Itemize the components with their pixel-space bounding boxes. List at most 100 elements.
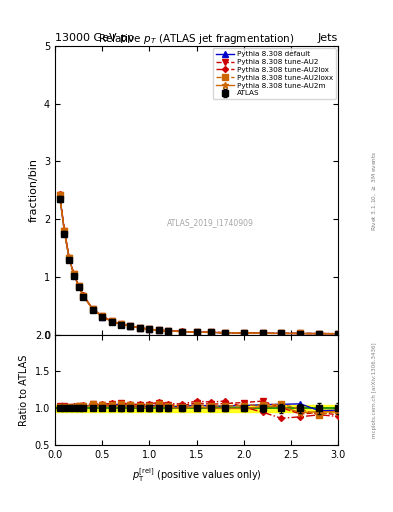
Pythia 8.308 default	[156, 327, 161, 333]
Pythia 8.308 tune-AU2lox	[81, 292, 86, 298]
Pythia 8.308 default	[166, 328, 171, 334]
Pythia 8.308 default	[57, 193, 62, 199]
Pythia 8.308 tune-AU2lox	[128, 323, 133, 329]
Line: Pythia 8.308 tune-AU2: Pythia 8.308 tune-AU2	[57, 192, 341, 336]
Pythia 8.308 tune-AU2m	[166, 328, 171, 334]
Pythia 8.308 tune-AU2loxx	[336, 331, 340, 337]
Pythia 8.308 tune-AU2lox	[72, 271, 76, 277]
Text: Rivet 3.1.10, $\geq$ 3M events: Rivet 3.1.10, $\geq$ 3M events	[371, 150, 378, 230]
Pythia 8.308 tune-AU2loxx	[180, 329, 185, 335]
Y-axis label: fraction/bin: fraction/bin	[28, 158, 39, 222]
Pythia 8.308 default	[62, 229, 67, 235]
Pythia 8.308 tune-AU2m	[298, 330, 303, 336]
Pythia 8.308 default	[81, 293, 86, 299]
Pythia 8.308 tune-AU2m	[62, 229, 67, 236]
Pythia 8.308 tune-AU2	[260, 330, 265, 336]
Pythia 8.308 tune-AU2loxx	[62, 228, 67, 234]
Y-axis label: Ratio to ATLAS: Ratio to ATLAS	[19, 354, 29, 425]
Pythia 8.308 tune-AU2	[62, 228, 67, 234]
Pythia 8.308 tune-AU2	[57, 192, 62, 198]
Pythia 8.308 tune-AU2	[317, 331, 321, 337]
Pythia 8.308 tune-AU2loxx	[109, 318, 114, 324]
Pythia 8.308 tune-AU2loxx	[57, 193, 62, 199]
Pythia 8.308 tune-AU2m	[57, 194, 62, 200]
Pythia 8.308 default	[208, 329, 213, 335]
Pythia 8.308 tune-AU2m	[194, 329, 199, 335]
Pythia 8.308 default	[147, 326, 152, 332]
Pythia 8.308 default	[317, 331, 321, 337]
Pythia 8.308 tune-AU2m	[336, 331, 340, 337]
Pythia 8.308 tune-AU2m	[147, 326, 152, 332]
Pythia 8.308 tune-AU2m	[317, 331, 321, 337]
Pythia 8.308 tune-AU2loxx	[138, 325, 142, 331]
Pythia 8.308 default	[180, 329, 185, 335]
Pythia 8.308 tune-AU2lox	[317, 330, 321, 336]
Pythia 8.308 tune-AU2lox	[119, 321, 123, 327]
Pythia 8.308 tune-AU2lox	[180, 328, 185, 334]
Pythia 8.308 tune-AU2lox	[241, 330, 246, 336]
Pythia 8.308 tune-AU2loxx	[119, 321, 123, 327]
Pythia 8.308 tune-AU2lox	[279, 330, 284, 336]
Pythia 8.308 default	[72, 271, 76, 278]
Pythia 8.308 tune-AU2m	[260, 330, 265, 336]
Pythia 8.308 tune-AU2m	[76, 283, 81, 289]
Pythia 8.308 default	[279, 330, 284, 336]
Pythia 8.308 tune-AU2lox	[260, 330, 265, 336]
Pythia 8.308 tune-AU2m	[138, 325, 142, 331]
Pythia 8.308 tune-AU2	[166, 328, 171, 334]
Pythia 8.308 tune-AU2lox	[109, 318, 114, 324]
Pythia 8.308 tune-AU2lox	[57, 191, 62, 198]
Pythia 8.308 tune-AU2	[208, 329, 213, 335]
Pythia 8.308 tune-AU2loxx	[298, 330, 303, 336]
Pythia 8.308 tune-AU2lox	[62, 228, 67, 234]
Pythia 8.308 default	[90, 306, 95, 312]
Pythia 8.308 tune-AU2lox	[336, 331, 340, 337]
Pythia 8.308 tune-AU2lox	[194, 329, 199, 335]
Pythia 8.308 tune-AU2	[138, 325, 142, 331]
Pythia 8.308 tune-AU2m	[241, 330, 246, 336]
Pythia 8.308 tune-AU2m	[119, 321, 123, 327]
Pythia 8.308 tune-AU2loxx	[100, 313, 105, 319]
Pythia 8.308 tune-AU2loxx	[147, 326, 152, 332]
Pythia 8.308 tune-AU2m	[208, 329, 213, 335]
Pythia 8.308 tune-AU2loxx	[260, 330, 265, 336]
Pythia 8.308 tune-AU2m	[100, 314, 105, 320]
Pythia 8.308 default	[76, 283, 81, 289]
Pythia 8.308 tune-AU2m	[156, 327, 161, 333]
Pythia 8.308 tune-AU2loxx	[72, 271, 76, 278]
Pythia 8.308 tune-AU2lox	[222, 330, 227, 336]
Pythia 8.308 default	[336, 331, 340, 337]
Pythia 8.308 tune-AU2loxx	[156, 327, 161, 333]
Pythia 8.308 tune-AU2lox	[208, 329, 213, 335]
Pythia 8.308 tune-AU2m	[90, 306, 95, 312]
Pythia 8.308 tune-AU2loxx	[76, 283, 81, 289]
Pythia 8.308 tune-AU2m	[279, 330, 284, 336]
Pythia 8.308 tune-AU2m	[72, 272, 76, 278]
Pythia 8.308 tune-AU2loxx	[317, 331, 321, 337]
Pythia 8.308 default	[260, 330, 265, 336]
Pythia 8.308 tune-AU2	[67, 254, 72, 261]
Pythia 8.308 default	[222, 330, 227, 336]
Pythia 8.308 tune-AU2m	[67, 255, 72, 262]
Pythia 8.308 tune-AU2lox	[147, 326, 152, 332]
Pythia 8.308 tune-AU2lox	[100, 313, 105, 319]
Pythia 8.308 tune-AU2m	[222, 330, 227, 336]
X-axis label: $p_{\mathrm{T}}^{\mathrm{[rel]}}$ (positive values only): $p_{\mathrm{T}}^{\mathrm{[rel]}}$ (posit…	[132, 466, 261, 484]
Pythia 8.308 tune-AU2loxx	[90, 306, 95, 312]
Pythia 8.308 tune-AU2loxx	[241, 330, 246, 336]
Pythia 8.308 tune-AU2loxx	[166, 328, 171, 334]
Pythia 8.308 default	[194, 329, 199, 335]
Pythia 8.308 default	[298, 330, 303, 336]
Pythia 8.308 default	[119, 321, 123, 327]
Line: Pythia 8.308 tune-AU2lox: Pythia 8.308 tune-AU2lox	[58, 192, 340, 336]
Pythia 8.308 tune-AU2	[100, 313, 105, 319]
Pythia 8.308 tune-AU2loxx	[128, 323, 133, 329]
Pythia 8.308 tune-AU2loxx	[279, 330, 284, 336]
Pythia 8.308 tune-AU2lox	[67, 254, 72, 261]
Text: mcplots.cern.ch [arXiv:1306.3436]: mcplots.cern.ch [arXiv:1306.3436]	[372, 342, 377, 438]
Legend: Pythia 8.308 default, Pythia 8.308 tune-AU2, Pythia 8.308 tune-AU2lox, Pythia 8.: Pythia 8.308 default, Pythia 8.308 tune-…	[213, 48, 336, 99]
Pythia 8.308 tune-AU2	[109, 318, 114, 324]
Pythia 8.308 tune-AU2loxx	[67, 255, 72, 261]
Pythia 8.308 tune-AU2	[72, 271, 76, 278]
Pythia 8.308 tune-AU2	[336, 331, 340, 337]
